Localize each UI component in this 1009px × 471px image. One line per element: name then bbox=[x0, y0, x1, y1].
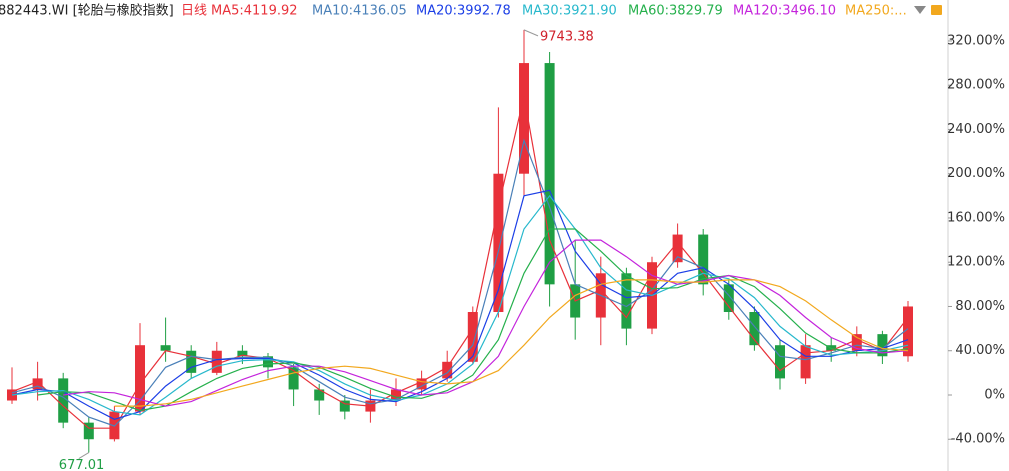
lock-icon[interactable] bbox=[931, 5, 942, 15]
candle-body bbox=[519, 63, 529, 174]
legend-entry: MA10:4136.05 bbox=[312, 4, 407, 19]
candle-body bbox=[391, 389, 401, 401]
ma-line bbox=[11, 138, 909, 427]
ma-line bbox=[37, 228, 909, 412]
y-tick-label: 80.00% bbox=[955, 299, 1005, 314]
y-tick-label: 240.00% bbox=[947, 122, 1005, 137]
candle-body bbox=[621, 273, 632, 329]
y-tick-label: -40.00% bbox=[951, 432, 1005, 447]
dropdown-icon[interactable] bbox=[914, 6, 926, 14]
ma-line bbox=[11, 194, 909, 416]
y-tick-label: 320.00% bbox=[947, 33, 1005, 48]
candle-body bbox=[467, 312, 478, 362]
min-leader bbox=[78, 452, 90, 459]
candle-body bbox=[58, 378, 69, 423]
ma-line bbox=[114, 279, 909, 407]
y-tick-label: 120.00% bbox=[947, 255, 1005, 270]
legend-entry: MA60:3829.79 bbox=[628, 4, 723, 19]
candle-body bbox=[723, 284, 734, 313]
chart-title: 882443.WI [轮胎与橡胶指数] bbox=[0, 3, 174, 19]
min-label: 677.01 bbox=[59, 458, 105, 471]
candle-body bbox=[903, 306, 913, 357]
candle-body bbox=[442, 361, 453, 379]
candle-body bbox=[314, 389, 325, 401]
candle-body bbox=[83, 422, 94, 440]
y-tick-label: 0% bbox=[984, 387, 1005, 402]
max-label: 9743.38 bbox=[540, 29, 594, 44]
candle-body bbox=[160, 345, 171, 351]
legend-entry: MA120:3496.10 bbox=[733, 4, 836, 19]
candle-body bbox=[544, 63, 555, 285]
candle-body bbox=[186, 350, 197, 373]
candle-body bbox=[493, 173, 504, 313]
candle-body bbox=[775, 345, 785, 379]
candle-body bbox=[211, 350, 222, 373]
candle-body bbox=[749, 312, 760, 346]
candle-body bbox=[672, 234, 683, 263]
y-tick-label: 200.00% bbox=[947, 166, 1005, 181]
ma-line bbox=[11, 96, 909, 429]
legend-entry: MA250:... bbox=[845, 4, 907, 19]
candle-body bbox=[339, 400, 350, 412]
ma-line bbox=[11, 189, 909, 420]
candle-body bbox=[416, 378, 427, 390]
legend-entry: MA5:4119.92 bbox=[211, 4, 298, 19]
y-tick-label: 280.00% bbox=[947, 78, 1005, 93]
candle-body bbox=[288, 367, 299, 390]
candle-body bbox=[698, 234, 709, 285]
y-tick-label: 160.00% bbox=[947, 210, 1005, 225]
legend-entry: MA20:3992.78 bbox=[416, 4, 511, 19]
legend-entry: MA30:3921.90 bbox=[522, 4, 617, 19]
candle-body bbox=[877, 334, 888, 357]
period-label: 日线 bbox=[181, 4, 207, 19]
candle-body bbox=[263, 356, 273, 368]
candle-body bbox=[32, 378, 43, 390]
y-tick-label: 40.00% bbox=[955, 343, 1005, 358]
candle-body bbox=[851, 334, 862, 351]
candle-body bbox=[135, 345, 145, 412]
candle-body bbox=[237, 350, 248, 357]
max-leader bbox=[523, 29, 539, 37]
candle-body bbox=[800, 345, 811, 379]
